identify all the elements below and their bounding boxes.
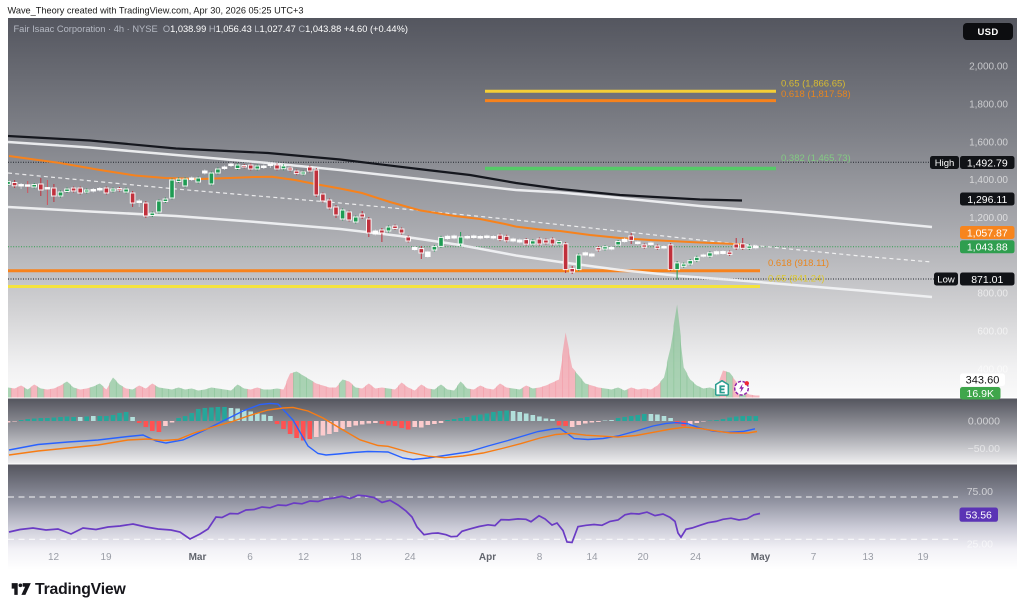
svg-text:7: 7 [811,552,817,563]
svg-text:25.00: 25.00 [967,539,993,551]
svg-text:1,057.87: 1,057.87 [967,227,1008,239]
svg-text:Low: Low [937,274,955,285]
svg-text:May: May [751,552,771,563]
svg-text:1,043.88: 1,043.88 [967,242,1008,254]
svg-text:0.65 (841.24): 0.65 (841.24) [768,274,825,285]
svg-text:19: 19 [100,552,112,563]
svg-text:1,400.00: 1,400.00 [969,175,1008,186]
svg-text:14: 14 [586,552,598,563]
svg-text:0.382 (1,465.73): 0.382 (1,465.73) [781,153,851,164]
svg-text:20: 20 [637,552,649,563]
svg-text:1,492.79: 1,492.79 [967,157,1008,169]
svg-text:Wave_Theory created with Tradi: Wave_Theory created with TradingView.com… [8,5,304,15]
svg-text:0.65 (1,866.65): 0.65 (1,866.65) [781,79,845,90]
svg-text:High: High [935,158,955,169]
svg-text:12: 12 [298,552,310,563]
svg-text:53.56: 53.56 [966,509,992,521]
svg-text:Mar: Mar [189,552,207,563]
svg-text:USD: USD [978,27,999,38]
svg-text:12: 12 [48,552,60,563]
svg-text:343.60: 343.60 [966,375,1000,387]
svg-text:−50.00: −50.00 [968,443,1001,455]
svg-text:19: 19 [917,552,929,563]
svg-text:800.00: 800.00 [977,289,1008,300]
svg-text:Fair Isaac Corporation · 4h ·: Fair Isaac Corporation · 4h · NYSE O1,03… [14,24,408,34]
svg-text:24: 24 [404,552,416,563]
svg-text:24: 24 [690,552,702,563]
svg-text:75.00: 75.00 [967,486,993,498]
svg-text:13: 13 [862,552,874,563]
svg-text:0.618 (1,817.58): 0.618 (1,817.58) [781,89,851,100]
svg-text:Apr: Apr [479,552,496,563]
svg-text:0.0000: 0.0000 [968,416,1000,428]
svg-text:1,200.00: 1,200.00 [969,213,1008,224]
svg-text:TradingView: TradingView [35,581,126,598]
svg-text:1,800.00: 1,800.00 [969,99,1008,110]
svg-text:8: 8 [537,552,543,563]
svg-text:6: 6 [247,552,253,563]
svg-text:2,000.00: 2,000.00 [969,62,1008,73]
svg-text:871.01: 871.01 [971,274,1003,286]
svg-text:0.618 (918.11): 0.618 (918.11) [768,258,829,269]
svg-text:600.00: 600.00 [977,327,1008,338]
svg-text:1,296.11: 1,296.11 [967,194,1007,206]
svg-text:400.00: 400.00 [977,365,1008,376]
svg-text:1,600.00: 1,600.00 [969,137,1008,148]
svg-text:16.9K: 16.9K [967,388,994,400]
svg-text:18: 18 [350,552,362,563]
